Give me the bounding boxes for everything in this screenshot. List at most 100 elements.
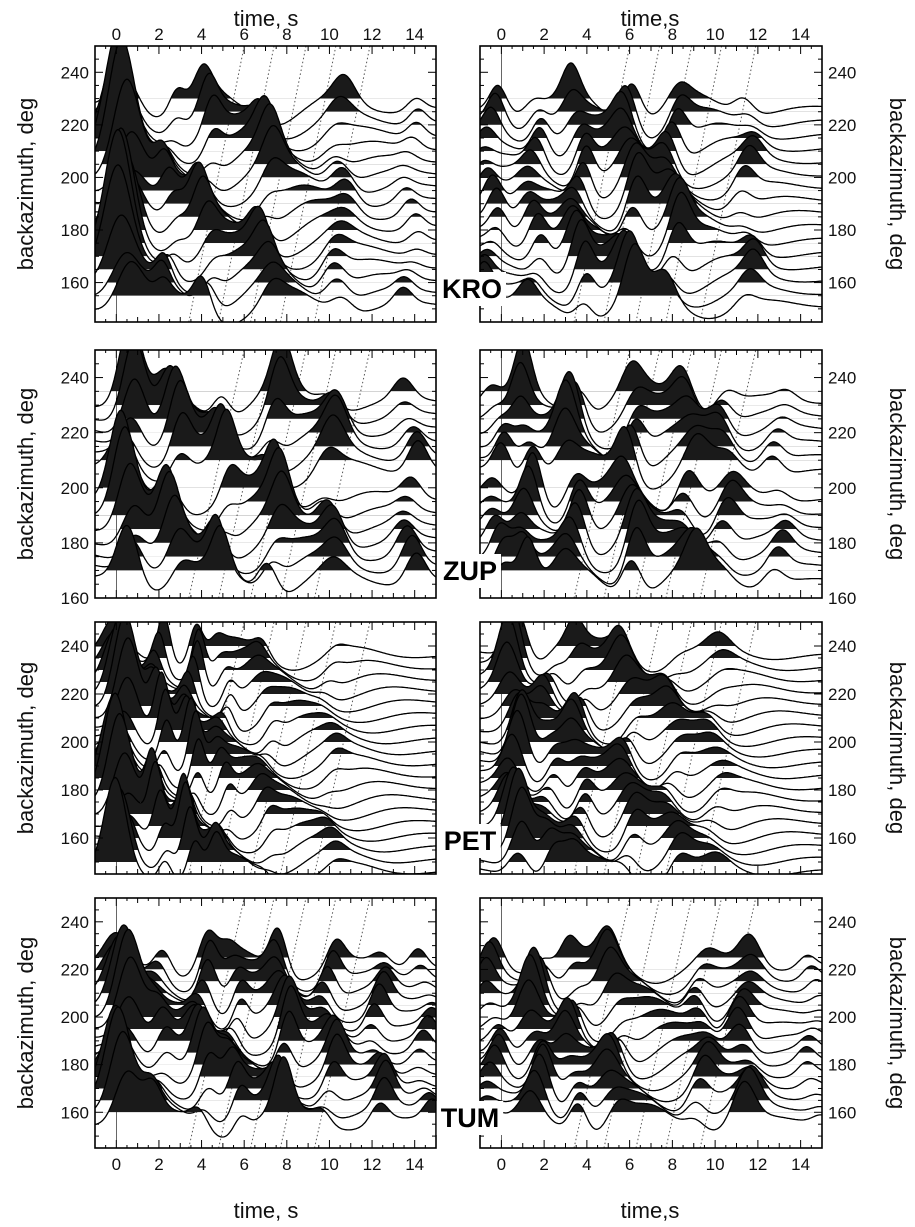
top-xlabel-right: time,s — [621, 6, 680, 31]
x-tick-label: 4 — [582, 25, 591, 44]
trace-positive-fill — [108, 1056, 436, 1113]
trace-line — [480, 709, 822, 781]
trace-positive-fill — [95, 525, 436, 571]
trace-line — [95, 1056, 436, 1138]
moveout-guide — [635, 898, 693, 1148]
y-tick-label: 220 — [828, 116, 856, 135]
trace-positive-fill — [480, 142, 822, 178]
ylabel-left-pet: backazimuth, deg — [13, 662, 38, 834]
trace-positive-fill — [480, 127, 822, 152]
y-tick-label: 160 — [61, 274, 89, 293]
y-tick-label: 160 — [61, 589, 89, 608]
trace-line — [95, 637, 436, 732]
x-tick-label: 2 — [539, 25, 548, 44]
x-tick-label: 4 — [582, 1155, 591, 1174]
station-label-pet: PET — [444, 826, 497, 856]
y-tick-label: 240 — [61, 637, 89, 656]
trace-line — [480, 350, 822, 410]
trace-positive-fill — [486, 1032, 816, 1053]
y-tick-label: 200 — [828, 168, 856, 187]
trace-positive-fill — [480, 85, 822, 112]
trace-line — [480, 691, 822, 745]
station-label-backing — [439, 554, 501, 588]
y-tick-label: 160 — [828, 274, 856, 293]
trace-line — [480, 62, 822, 115]
trace-line — [95, 956, 436, 1039]
y-tick-label: 180 — [828, 781, 856, 800]
trace-line — [95, 746, 436, 827]
y-tick-label: 180 — [828, 1056, 856, 1075]
y-tick-label: 240 — [61, 63, 89, 82]
trace-line — [95, 924, 436, 1015]
y-tick-label: 160 — [61, 829, 89, 848]
trace-positive-fill — [101, 79, 344, 165]
moveout-guide — [665, 46, 723, 322]
panel-pet-right: 160 180 200 220 240 — [479, 621, 856, 875]
trace-line — [480, 1053, 822, 1112]
trace-positive-fill — [102, 63, 419, 99]
trace-line — [95, 46, 436, 176]
trace-line — [480, 361, 822, 433]
station-label-backing — [439, 824, 501, 858]
trace-positive-fill — [95, 689, 436, 730]
traces-group — [480, 898, 822, 1148]
trace-positive-fill — [118, 514, 427, 557]
trace-line — [480, 1080, 822, 1131]
trace-line — [95, 772, 436, 854]
trace-line — [480, 527, 822, 589]
trace-line — [95, 161, 436, 221]
trace-positive-fill — [487, 62, 746, 99]
moveout-guide — [603, 898, 661, 1148]
ylabel-left-tum: backazimuth, deg — [13, 937, 38, 1109]
y-tick-label: 220 — [828, 424, 856, 443]
trace-line — [480, 766, 822, 838]
trace-line — [480, 622, 822, 673]
trace-positive-fill — [480, 426, 822, 461]
y-tick-label: 220 — [61, 116, 89, 135]
y-tick-label: 220 — [828, 960, 856, 979]
x-tick-label: 2 — [539, 1155, 548, 1174]
trace-line — [95, 131, 436, 208]
x-tick-label: 0 — [112, 1155, 121, 1174]
trace-line — [480, 1066, 822, 1119]
bottom-xlabel-right: time,s — [621, 1198, 680, 1223]
x-tick-label: 0 — [497, 25, 506, 44]
trace-line — [95, 164, 436, 283]
station-label-kro: KRO — [442, 274, 502, 304]
trace-positive-fill — [480, 689, 822, 730]
x-tick-label: 10 — [320, 25, 339, 44]
y-tick-label: 160 — [828, 589, 856, 608]
trace-positive-fill — [480, 91, 734, 125]
panel-kro-left: 0 2 4 6 8 10 12 14 160 180 200 220 240 — [61, 25, 437, 323]
x-tick-label: 8 — [668, 1155, 677, 1174]
trace-positive-fill — [480, 622, 822, 646]
trace-line — [95, 365, 436, 450]
trace-line — [95, 1003, 436, 1067]
trace-line — [480, 837, 822, 874]
y-tick-label: 200 — [61, 1008, 89, 1027]
y-tick-label: 180 — [828, 221, 856, 240]
y-tick-label: 180 — [61, 221, 89, 240]
trace-line — [95, 935, 436, 1001]
y-tick-label: 240 — [828, 369, 856, 388]
trace-positive-fill — [480, 1044, 764, 1077]
trace-line — [480, 946, 822, 1013]
moveout-guide — [314, 898, 371, 1148]
trace-positive-fill — [482, 466, 755, 502]
panels-group: 0 2 4 6 8 10 12 1416018020022024016018020022024… — [61, 25, 857, 1174]
x-tick-label: 14 — [791, 25, 810, 44]
moveout-guide — [279, 622, 337, 874]
trace-line — [95, 688, 436, 754]
y-tick-label: 240 — [61, 913, 89, 932]
trace-line — [480, 483, 822, 535]
y-tick-label: 180 — [61, 1056, 89, 1075]
moveout-guide — [665, 622, 723, 874]
y-tick-label: 200 — [828, 479, 856, 498]
trace-line — [480, 771, 822, 813]
trace-positive-fill — [480, 694, 822, 742]
trace-line — [480, 142, 822, 201]
trace-positive-fill — [480, 838, 822, 862]
x-tick-label: 8 — [282, 25, 291, 44]
y-tick-label: 220 — [828, 685, 856, 704]
